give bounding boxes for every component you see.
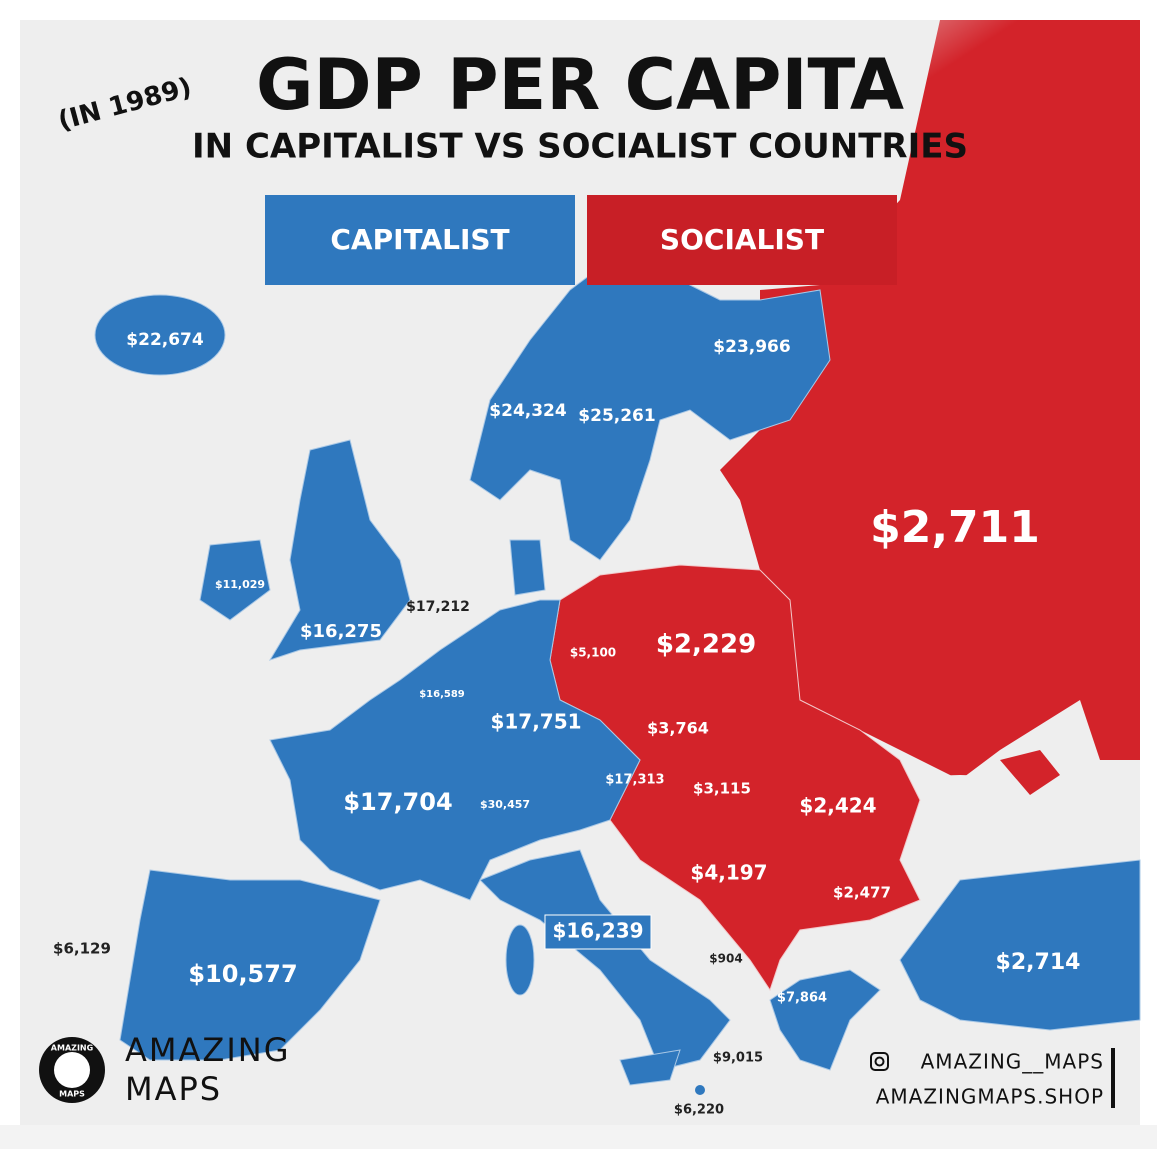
region-label: $24,324 [489, 401, 567, 421]
region-label: $9,015 [713, 1051, 763, 1066]
iceland [94, 294, 226, 376]
region-label: $17,751 [490, 710, 581, 734]
iberia [119, 869, 381, 1061]
instagram-handle: AMAZING__MAPS [921, 1050, 1104, 1074]
sardinia [505, 924, 535, 996]
region-label: $2,477 [833, 884, 891, 902]
turkey [899, 859, 1141, 1031]
region-label: $30,457 [480, 798, 530, 811]
region-label: $17,704 [343, 788, 452, 816]
region-label: $2,424 [799, 794, 876, 818]
logo-line2: MAPS [125, 1070, 222, 1108]
greece [769, 969, 881, 1071]
region-label: $22,674 [126, 330, 204, 350]
crimea [1000, 750, 1060, 795]
malta [695, 1085, 705, 1095]
region-label: $2,714 [996, 950, 1081, 975]
legend-capitalist-box [265, 195, 575, 285]
region-label: $4,197 [690, 861, 767, 885]
legend-capitalist: CAPITALIST [330, 223, 509, 256]
label-box [544, 914, 652, 950]
instagram-icon-lens [874, 1056, 885, 1067]
region-label: $6,220 [674, 1103, 724, 1118]
logo-ring-top: AMAZING [51, 1044, 93, 1053]
subtitle: IN CAPITALIST VS SOCIALIST COUNTRIES [192, 127, 968, 167]
credit-bar [1111, 1048, 1115, 1108]
region-label: $16,275 [300, 621, 382, 642]
region-label: $16,589 [419, 689, 465, 700]
region-label: $17,313 [605, 773, 664, 788]
uk [268, 439, 411, 661]
continent [269, 599, 641, 901]
logo-globe [54, 1052, 90, 1088]
capitalist-lands [94, 259, 1141, 1086]
region-label: $11,029 [215, 578, 265, 591]
region-label: $3,115 [693, 780, 751, 798]
region-label: $10,577 [188, 960, 297, 988]
legend-socialist: SOCIALIST [660, 223, 824, 256]
shop-url: AMAZINGMAPS.SHOP [876, 1085, 1104, 1109]
region-label: $3,764 [647, 719, 709, 738]
region-label: $16,239 [552, 919, 643, 943]
region-label: $7,864 [777, 991, 827, 1006]
region-label: $23,966 [713, 337, 790, 357]
region-label: $6,129 [53, 940, 111, 958]
legend-socialist-box [587, 195, 897, 285]
region-label: $25,261 [578, 406, 655, 426]
ireland [199, 539, 271, 621]
logo-line1: AMAZING [125, 1031, 290, 1069]
logo-ring-bottom: MAPS [59, 1090, 85, 1099]
region-label: $2,711 [870, 502, 1040, 553]
region-label: $904 [709, 952, 742, 966]
title: GDP PER CAPITA [256, 44, 904, 126]
region-label: $17,212 [406, 599, 470, 615]
sicily [619, 1049, 681, 1086]
denmark [509, 539, 546, 596]
region-label: $5,100 [570, 646, 616, 660]
bottom-strip [0, 1125, 1157, 1149]
instagram-icon [870, 1052, 889, 1071]
region-labels: $22,674 $23,966 $24,324 $25,261 $2,711 $11,02… [53, 330, 1080, 1118]
region-label: $2,229 [656, 630, 756, 660]
